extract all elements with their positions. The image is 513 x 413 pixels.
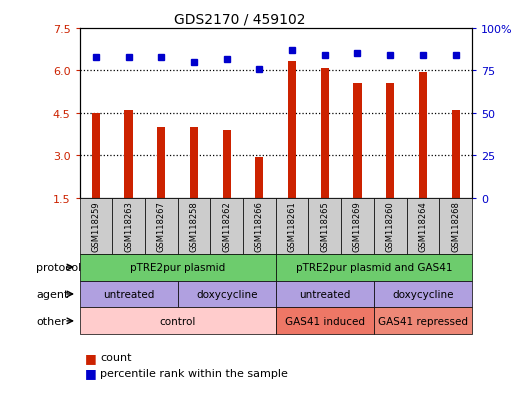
Text: GSM118262: GSM118262 [222, 201, 231, 252]
Text: GAS41 repressed: GAS41 repressed [378, 316, 468, 326]
Text: GSM118258: GSM118258 [189, 201, 199, 252]
Text: doxycycline: doxycycline [196, 289, 258, 299]
Text: GSM118259: GSM118259 [91, 201, 101, 252]
Text: GSM118264: GSM118264 [419, 201, 427, 252]
Bar [321, 69, 329, 198]
Bar [190, 128, 198, 198]
Text: doxycycline: doxycycline [392, 289, 453, 299]
Text: control: control [160, 316, 196, 326]
Text: agent: agent [36, 289, 68, 299]
Bar [451, 111, 460, 198]
Text: GSM118260: GSM118260 [386, 201, 394, 252]
Text: untreated: untreated [103, 289, 154, 299]
Text: ■: ■ [85, 366, 96, 380]
Text: percentile rank within the sample: percentile rank within the sample [100, 368, 288, 378]
Text: GSM118265: GSM118265 [320, 201, 329, 252]
Text: GSM118267: GSM118267 [157, 201, 166, 252]
Text: GSM118263: GSM118263 [124, 201, 133, 252]
Text: ■: ■ [85, 351, 96, 364]
Bar [157, 128, 165, 198]
Text: pTRE2pur plasmid: pTRE2pur plasmid [130, 262, 225, 273]
Text: other: other [36, 316, 66, 326]
Bar [125, 111, 133, 198]
Text: GSM118266: GSM118266 [255, 201, 264, 252]
Text: GSM118268: GSM118268 [451, 201, 460, 252]
Bar [92, 114, 100, 198]
Bar [419, 73, 427, 198]
Text: pTRE2pur plasmid and GAS41: pTRE2pur plasmid and GAS41 [295, 262, 452, 273]
Text: protocol: protocol [36, 262, 81, 273]
Text: GSM118269: GSM118269 [353, 201, 362, 252]
Text: GAS41 induced: GAS41 induced [285, 316, 365, 326]
Bar [255, 157, 264, 198]
Bar [353, 84, 362, 198]
Text: GDS2170 / 459102: GDS2170 / 459102 [174, 12, 306, 26]
Bar [288, 62, 296, 198]
Text: untreated: untreated [299, 289, 350, 299]
Bar [386, 84, 394, 198]
Text: GSM118261: GSM118261 [288, 201, 297, 252]
Text: count: count [100, 352, 131, 362]
Bar [223, 131, 231, 198]
